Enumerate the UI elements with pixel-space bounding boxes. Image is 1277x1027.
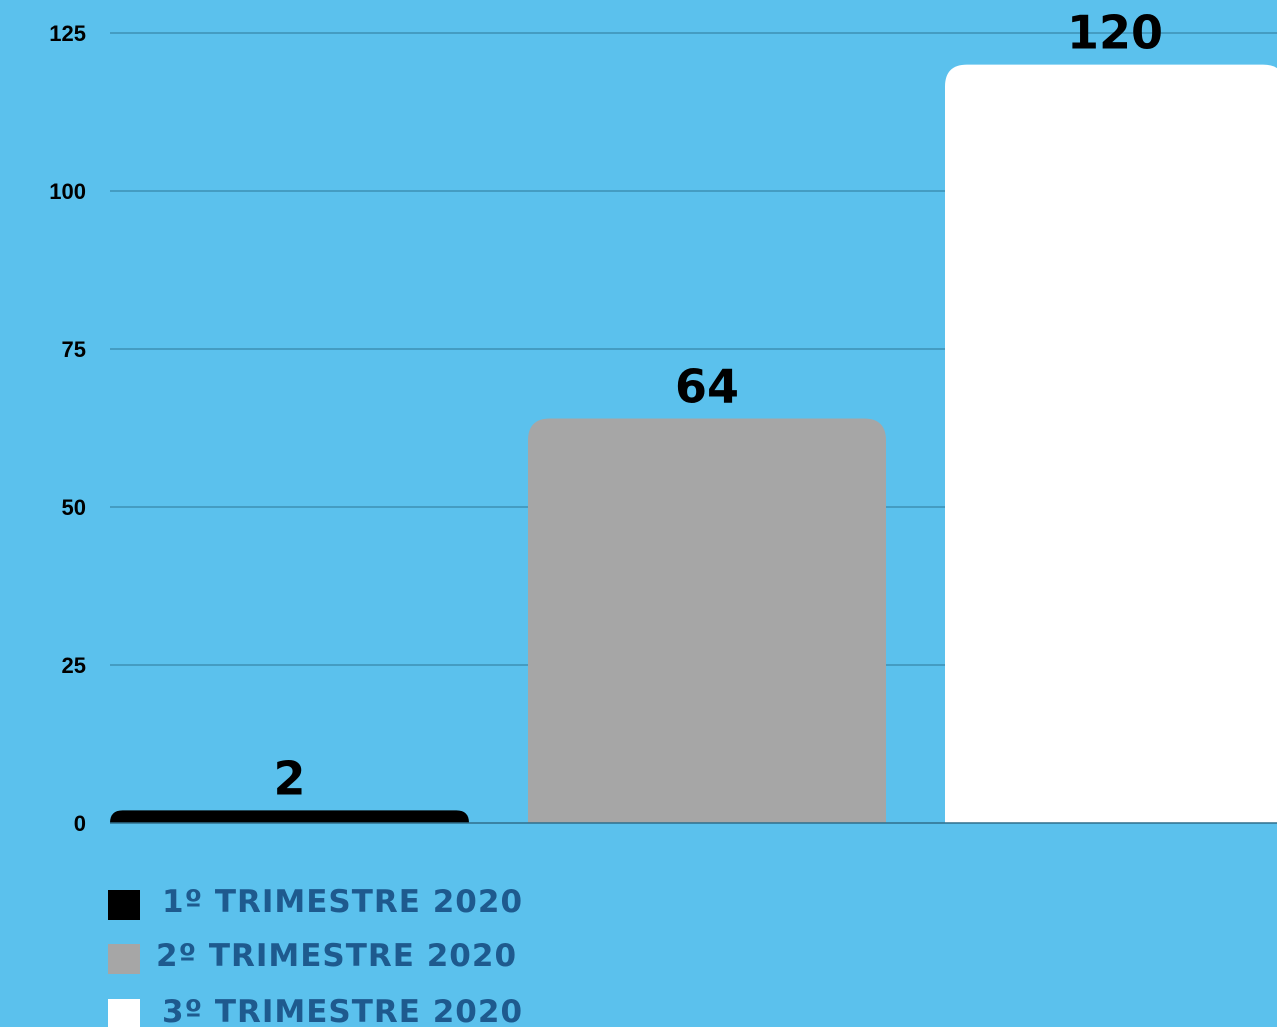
- legend-label-2: 2º TRIMESTRE 2020: [156, 938, 517, 974]
- bar-1: [110, 810, 469, 823]
- bars: [110, 64, 1277, 823]
- legend-swatch-3: [108, 999, 140, 1027]
- bar-3: [945, 64, 1277, 823]
- legend-swatch-2: [108, 944, 140, 974]
- y-tick-label: 25: [62, 653, 86, 678]
- y-tick-label: 125: [49, 21, 86, 46]
- data-labels: 2 64 120: [273, 6, 1163, 806]
- legend-label-3: 3º TRIMESTRE 2020: [162, 994, 523, 1027]
- y-tick-label: 100: [49, 179, 86, 204]
- legend-label-1: 1º TRIMESTRE 2020: [162, 884, 523, 920]
- y-axis: 0 25 50 75 100 125: [49, 21, 86, 836]
- y-tick-label: 50: [62, 495, 86, 520]
- y-tick-label: 75: [62, 337, 86, 362]
- bar-2: [528, 418, 886, 823]
- data-label-2: 64: [675, 360, 739, 414]
- data-label-3: 120: [1067, 6, 1163, 60]
- data-label-1: 2: [273, 751, 305, 805]
- y-tick-label: 0: [74, 811, 86, 836]
- legend-swatch-1: [108, 890, 140, 920]
- legend: 1º TRIMESTRE 2020 2º TRIMESTRE 2020 3º TRI…: [108, 884, 523, 1027]
